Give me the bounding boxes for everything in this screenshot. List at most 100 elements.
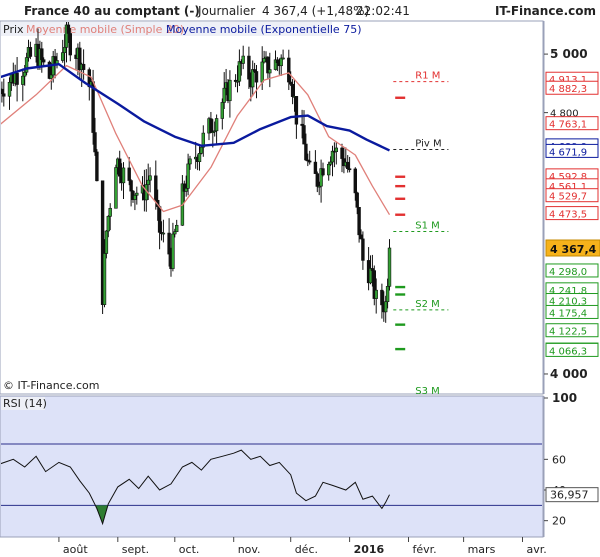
candle-body [157,206,162,233]
legend-prefix: Prix [3,23,24,36]
x-tick-label: déc. [295,543,318,556]
candle-body [78,47,82,71]
candle-body [201,132,205,148]
candle-body [307,160,312,163]
level-price-box [545,323,599,338]
rsi-plot-area [1,443,542,526]
pivot-label: S2 M [415,299,440,310]
legend-sma[interactable]: Moyenne mobile (Simple 20) [26,23,184,36]
candle-body [175,224,179,233]
header-bar [0,0,600,21]
level-price-box [545,188,599,203]
candle-body [129,180,133,192]
level-price-label: 4 122,5 [549,327,587,338]
candle-body [108,207,112,217]
level-price-label: 4 241,8 [549,286,587,297]
candle-body [237,61,242,82]
candle-body [357,206,361,236]
level-price-label: 4 473,5 [549,210,587,221]
candle-body [288,81,293,85]
candle-body [330,150,335,163]
level-price-box [545,304,599,319]
quote-time: 22:02:41 [356,4,410,18]
pivot-label: R1 M [415,71,440,82]
candle-body [114,167,118,209]
candle-body [306,159,310,162]
candle-body [345,161,350,170]
candle-body [62,47,67,53]
candle-body [102,253,107,305]
pivot-label: S1 M [415,220,440,231]
candle-body [279,57,283,67]
candle-body [321,168,325,176]
candle-body [353,168,357,194]
candle-body [2,93,6,97]
candle-body [209,118,213,133]
candle-body [133,194,137,200]
candle-body [313,161,318,174]
candle-body [287,57,291,83]
candle-body [334,147,338,152]
candle-body [328,161,333,165]
candle-body [359,234,363,240]
candle-body [294,96,299,125]
candle-body [95,151,99,182]
candle-body [40,48,44,60]
candle-body [167,232,171,255]
rsi-legend-bar [1,397,45,410]
level-price-label: 4 882,3 [549,84,587,95]
price-tick-label: 4 000 [550,367,588,381]
candle-body [347,168,352,171]
level-price-label: 4 175,4 [549,308,587,319]
candle-body [81,63,86,70]
candle-body [104,230,109,254]
candle-body [317,185,321,188]
candle-body [118,158,122,177]
candle-body [49,74,54,79]
x-tick-label: oct. [179,543,200,556]
candle-body [326,163,331,176]
candle-body [24,57,29,73]
level-price-box [545,206,599,221]
candle-body [7,81,12,97]
candle-body [222,87,226,103]
level-price-label: 4 913,1 [549,75,587,86]
pivot-label-s3: S3 M [415,386,440,397]
candle-body [121,167,126,184]
level-price-box [545,116,599,131]
candle-body [184,188,188,192]
candle-body [241,55,245,64]
candle-body [319,168,323,187]
legend-ema[interactable]: Moyenne mobile (Exponentielle 75) [166,23,362,36]
current-price-badge [545,239,600,257]
candle-body [22,71,27,77]
candle-body [260,61,264,83]
x-tick-label: 2016 [354,543,385,556]
candle-body [372,270,376,299]
candle-body [21,75,25,85]
candle-body [93,132,97,153]
x-tick-label: avr. [527,543,547,556]
rsi-value-box [545,487,599,503]
x-tick-label: mars [468,543,496,556]
x-tick-label: août [63,543,88,556]
candle-body [275,59,280,64]
last-quote: 4 367,4 (+1,48%) [262,4,369,18]
candle-body [380,289,384,306]
candle-body [340,147,344,159]
candle-body [228,79,232,102]
candle-body [262,58,266,63]
candle-body [135,192,139,196]
period-label: Journalier [197,4,255,18]
candle-body [304,143,308,161]
level-price-label: 4 592,8 [549,172,587,183]
candle-body [247,55,251,80]
legend-bar [1,22,332,36]
candle-body [302,125,306,145]
candle-body [268,69,272,74]
candle-body [361,238,365,261]
rsi-panel[interactable] [0,395,544,538]
ema-75-line [1,63,391,152]
candle-body [383,301,388,313]
